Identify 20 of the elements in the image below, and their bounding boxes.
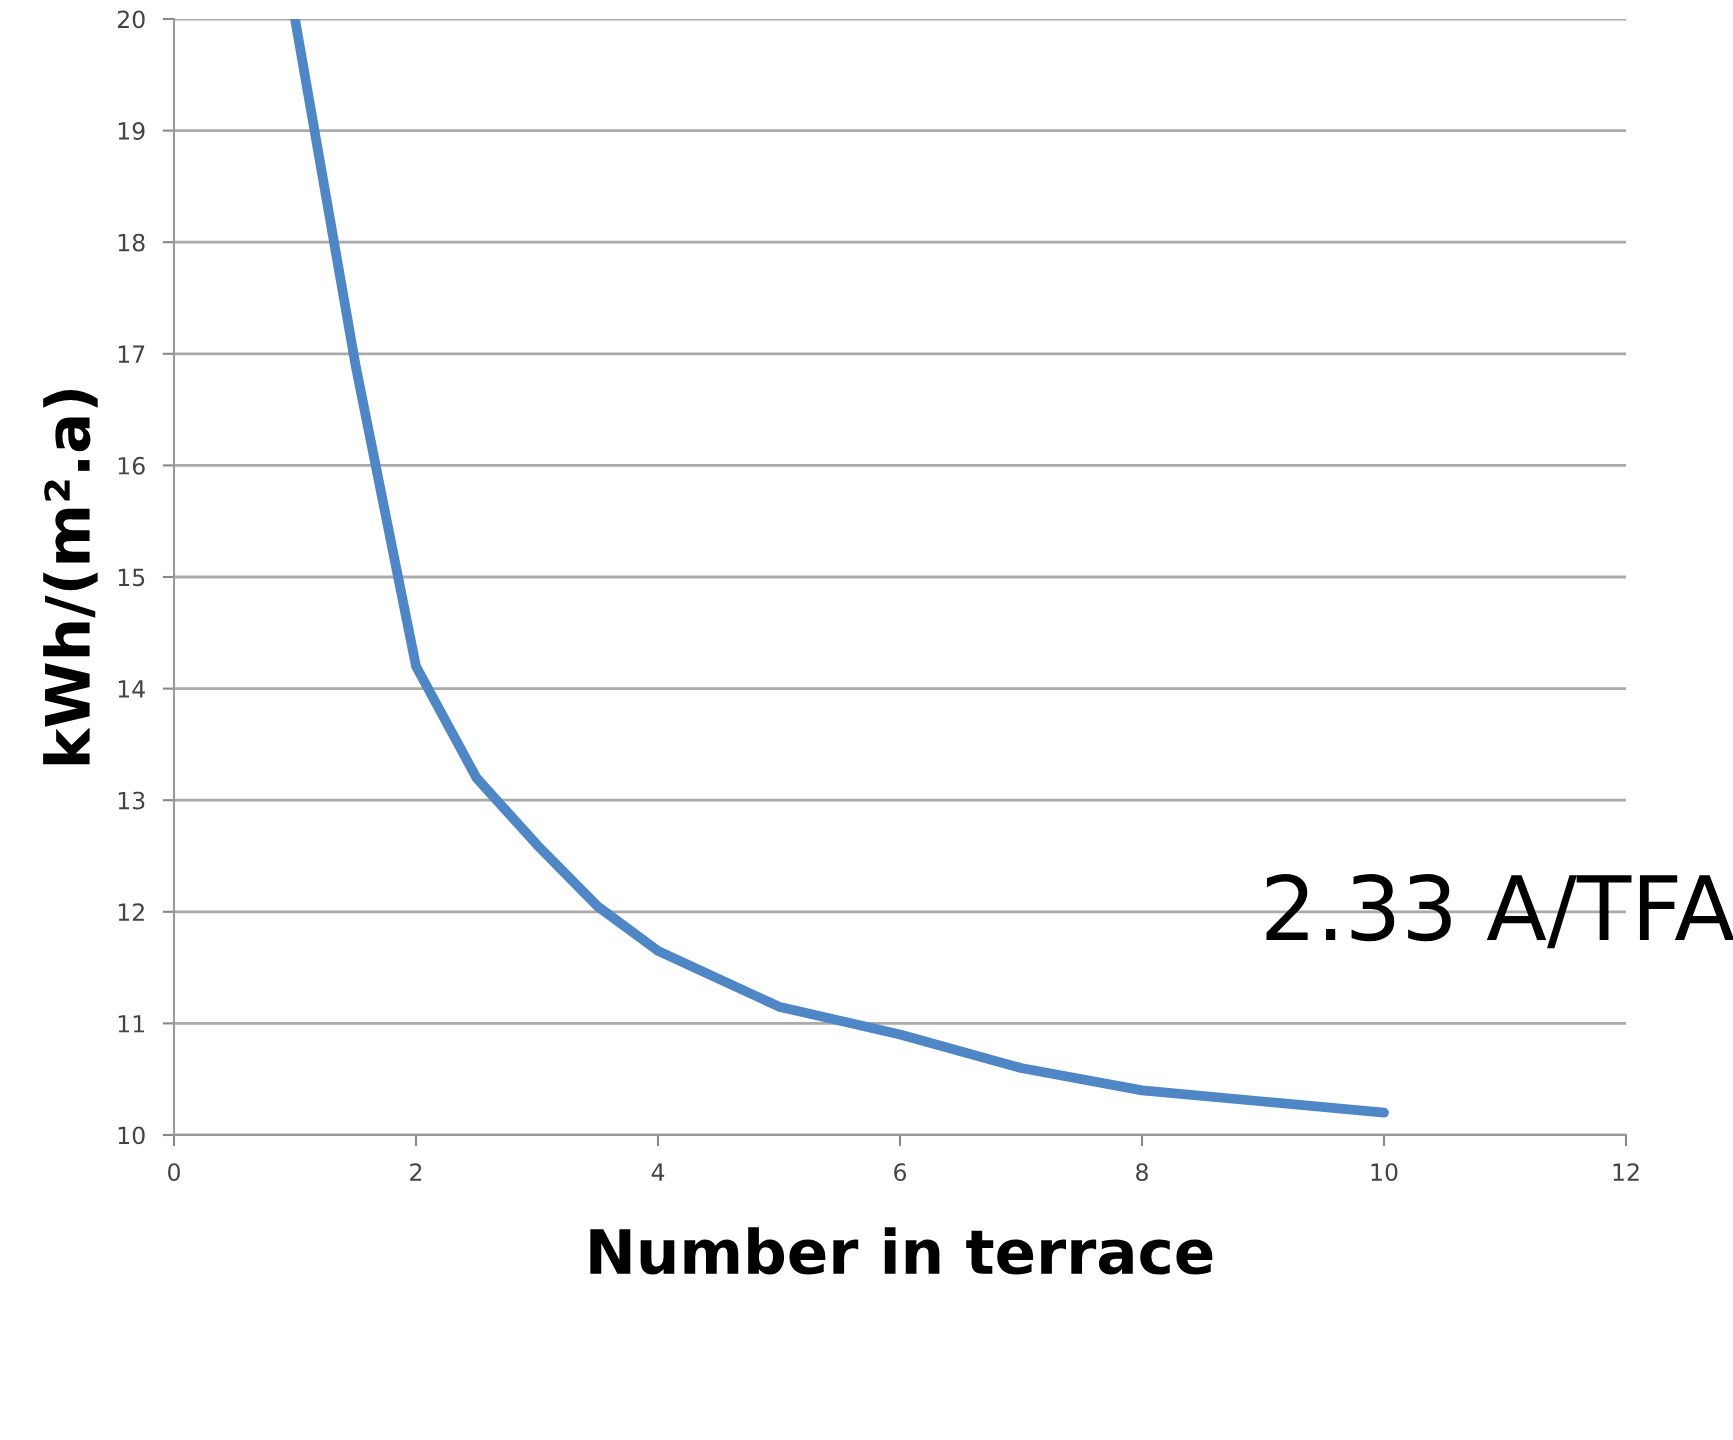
x-tick-label: 12 [1613, 1163, 1639, 1181]
y-tick-label: 20 [117, 10, 145, 29]
x-tick-label: 8 [1136, 1163, 1148, 1182]
y-tick-label: 19 [118, 122, 145, 140]
y-tick-label: 14 [118, 680, 145, 698]
y-tick-label: 13 [118, 791, 145, 810]
y-tick-label: 18 [118, 233, 145, 252]
y-tick-label: 12 [118, 903, 144, 921]
y-tick-label: 15 [118, 568, 145, 587]
y-tick-label: 10 [118, 1126, 145, 1145]
x-tick-label: 4 [651, 1163, 665, 1181]
y-tick-label: 16 [118, 456, 145, 475]
y-tick-label: 17 [118, 345, 145, 363]
x-tick-label: 2 [410, 1163, 422, 1181]
x-axis-title: Number in terrace [590, 1227, 1213, 1275]
x-tick-label: 6 [894, 1163, 907, 1182]
y-axis-title: kWh/(m².a) [43, 389, 98, 765]
y-tick-label: 11 [118, 1015, 145, 1033]
x-tick-label: 10 [1371, 1163, 1398, 1182]
x-tick-label: 0 [168, 1163, 180, 1182]
